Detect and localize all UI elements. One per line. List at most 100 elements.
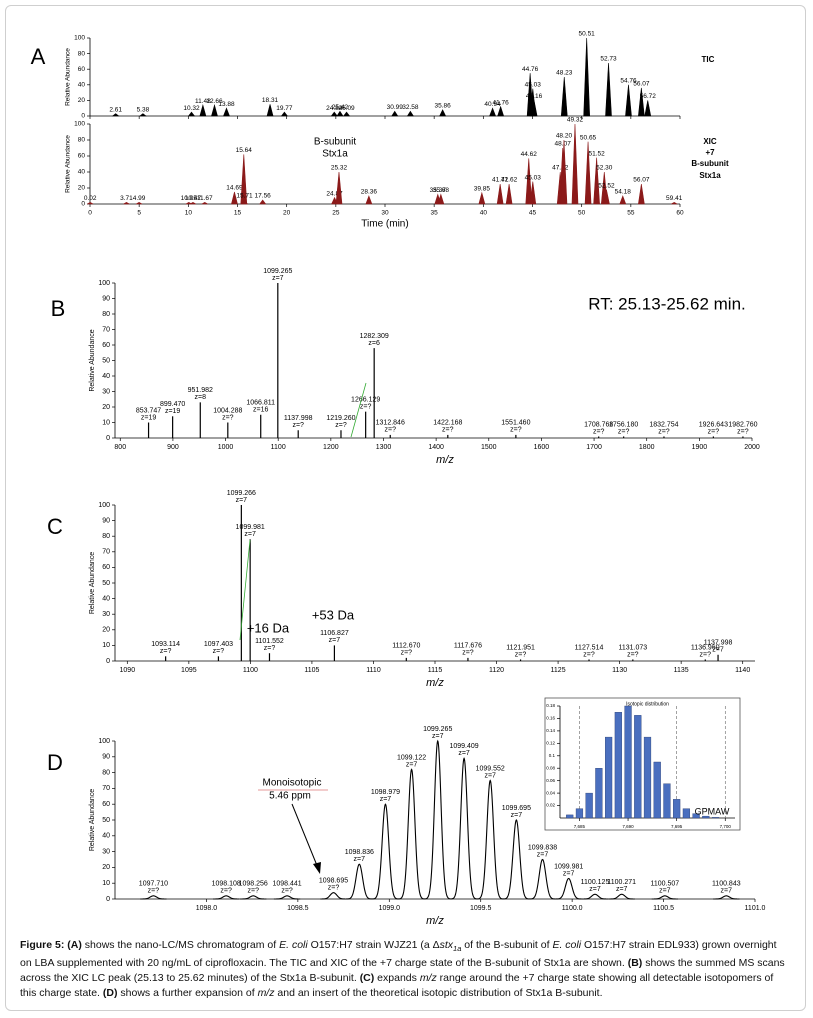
peak (372, 803, 399, 900)
peak-charge: z=? (160, 648, 172, 655)
caption-text: expands (374, 972, 420, 985)
peak (608, 893, 635, 900)
peak-charge: z=8 (195, 394, 207, 401)
peak-charge: z=7 (484, 772, 496, 779)
bar (692, 813, 700, 819)
caption-text: shows the nano-LC/MS chromatogram of (81, 939, 280, 951)
peak-label: 1100.271 (607, 879, 636, 886)
y-tick-label: 80 (102, 311, 110, 318)
peak-label: 1097.710 (139, 881, 168, 888)
peak-label: 35.86 (434, 102, 451, 109)
annotation: GPMAW (695, 806, 730, 816)
bar (605, 736, 613, 819)
x-tick-label: 1200 (323, 444, 339, 451)
peak-label: 0.02 (84, 195, 97, 202)
peak-label: 28.36 (361, 189, 378, 196)
peak-label: 1098.441 (272, 881, 301, 888)
x-tick-label: 1110 (366, 667, 381, 674)
panel-letter: C (47, 514, 63, 539)
peak (189, 202, 197, 205)
peak-label: 30.99 (387, 104, 404, 111)
peak (583, 37, 590, 117)
peak-label: 26.09 (338, 105, 355, 112)
y-axis-label: Relative Abundance (89, 789, 96, 851)
x-tick-label: 1900 (692, 444, 708, 451)
caption-text: Figure 5: (20, 939, 68, 951)
peak-label: 1100.843 (712, 881, 741, 888)
peak (439, 109, 447, 117)
peak-label: 48.07 (555, 141, 572, 148)
y-tick-label: 50 (102, 817, 110, 824)
peak-label: 10.47 (185, 195, 202, 202)
x-tick-label: 2000 (744, 444, 760, 451)
peak (605, 62, 612, 117)
peak-label: 1756.180 (609, 421, 638, 428)
y-tick-label: 0.14 (546, 728, 555, 733)
peak (346, 863, 373, 900)
peak (638, 87, 645, 117)
peak-label: 1099.122 (397, 754, 426, 761)
peak (424, 739, 451, 900)
annotation: XIC (703, 137, 717, 146)
peak-label: 1099.265 (263, 268, 292, 275)
x-tick-label: 800 (114, 444, 126, 451)
peak-charge: z=7 (432, 733, 444, 740)
caption-text: 1a (453, 944, 462, 954)
annotation: +53 Da (312, 607, 355, 622)
peak-label: 54.76 (620, 78, 637, 85)
peak (530, 100, 538, 117)
x-tick-label: 1099.5 (470, 905, 492, 912)
peak-label: 1121.951 (506, 644, 535, 651)
x-tick-label: 1100 (271, 444, 286, 451)
peak (266, 104, 274, 117)
peak-charge: z=? (385, 427, 397, 434)
peak-charge: z=? (737, 428, 749, 435)
peak-charge: z=? (360, 403, 372, 410)
peak-label: 853.747 (136, 407, 161, 414)
peak-label: 1982.760 (728, 421, 757, 428)
y-tick-label: 40 (102, 833, 110, 840)
peak (477, 779, 504, 900)
peak-charge: z=7 (380, 796, 392, 803)
bar (585, 792, 593, 819)
peak-label: 32.58 (402, 104, 419, 111)
peak-label: 2.61 (109, 106, 122, 113)
panel-letter: D (47, 750, 63, 775)
x-tick-label: 1099.0 (379, 905, 401, 912)
x-tick-label: 7,685 (574, 824, 586, 829)
peak-charge: z=19 (141, 414, 156, 421)
peak (571, 123, 579, 205)
bar (663, 783, 671, 819)
x-tick-label: 1101.0 (745, 905, 766, 912)
peak-label: 56.07 (633, 81, 650, 88)
peak-label: 1137.998 (284, 415, 313, 422)
peak-label: 1422.168 (433, 420, 462, 427)
arrow-head (313, 862, 321, 874)
inset-box (544, 697, 741, 831)
peak (644, 100, 652, 117)
peak-charge: z=? (264, 645, 276, 652)
bar (643, 736, 652, 819)
peak-label: 41.71 (492, 177, 509, 184)
bar (702, 815, 710, 819)
annotation: RT: 25.13-25.62 min. (588, 294, 746, 313)
caption-text: and an insert of the theoretical isotopi… (274, 987, 603, 1000)
y-tick-label: 30 (102, 848, 110, 855)
x-tick-label: 1125 (551, 667, 566, 674)
peak (280, 111, 289, 117)
peak-label: 13.88 (218, 101, 235, 108)
y-tick-label: 40 (102, 595, 110, 602)
annotation: +16 Da (247, 620, 290, 635)
peak-label: 1098.695 (319, 878, 348, 885)
bar (614, 712, 622, 819)
y-tick-label: 50 (102, 580, 110, 587)
peak (259, 199, 267, 205)
caption-text: m/z (257, 987, 275, 1000)
peak-label: 11.48 (195, 98, 211, 105)
y-tick-label: 60 (102, 342, 110, 349)
peak-label: 59.41 (666, 195, 683, 202)
peak-label: 899.470 (160, 401, 185, 408)
peak-label: 1131.073 (618, 644, 647, 651)
peak-label: 48.23 (556, 70, 573, 77)
peak (525, 158, 533, 205)
